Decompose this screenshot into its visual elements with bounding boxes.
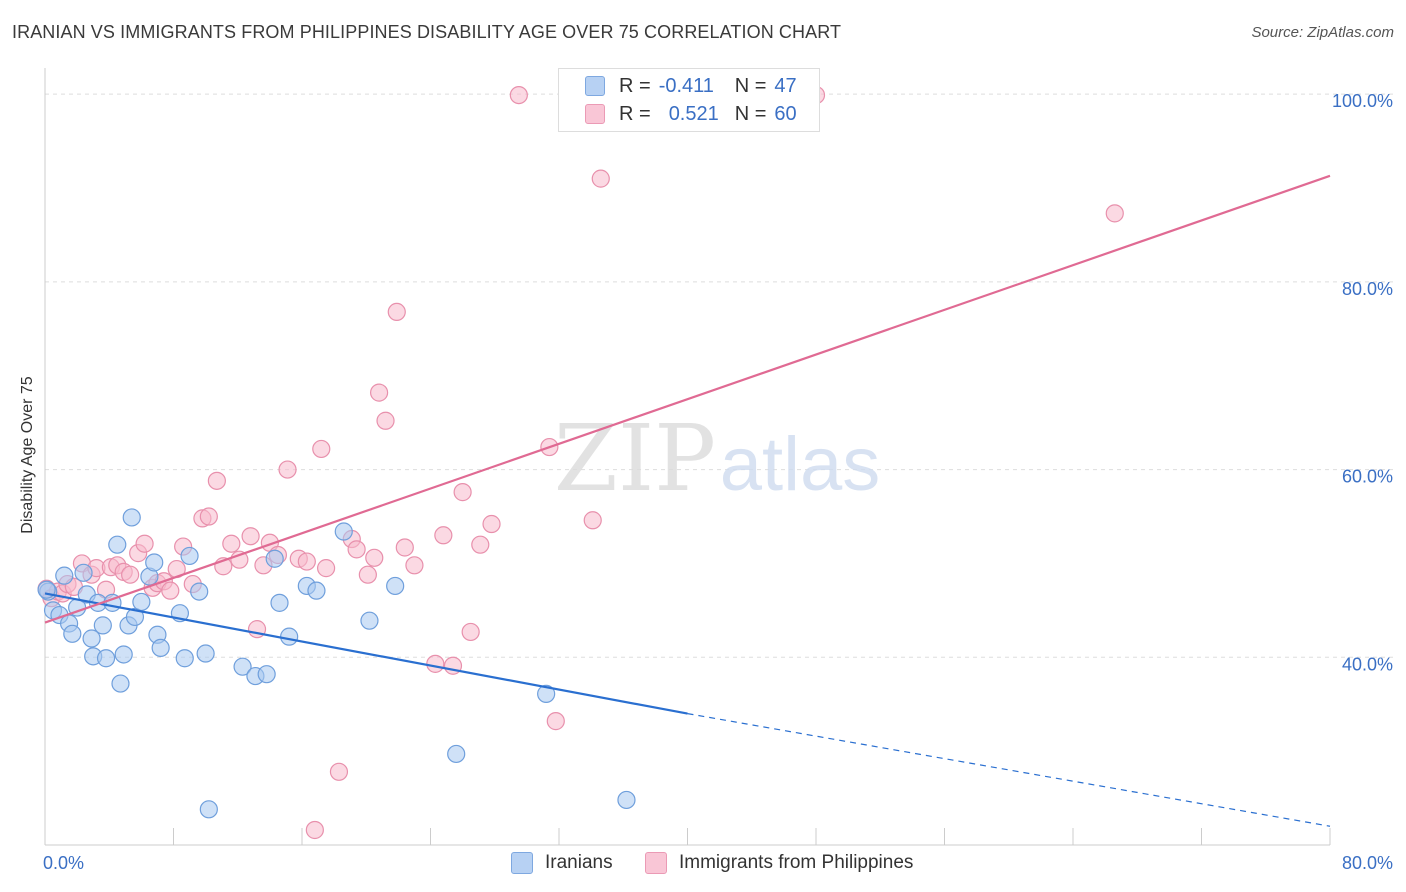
bottom-legend-philippines: Immigrants from Philippines xyxy=(645,852,913,874)
data-point-philippines xyxy=(135,534,154,553)
data-point-iranians xyxy=(108,535,127,554)
data-point-iranians xyxy=(360,611,379,630)
trend-line-iranians-extrapolated xyxy=(687,713,1331,827)
data-point-iranians xyxy=(96,649,116,668)
data-point-iranians xyxy=(180,546,199,566)
data-point-iranians xyxy=(257,665,276,684)
data-point-philippines xyxy=(405,556,424,575)
legend-box: R = -0.411 N = 47 R = 0.521 N = 60 xyxy=(558,68,820,132)
data-point-philippines xyxy=(370,383,389,402)
data-point-philippines xyxy=(434,526,453,545)
source-label: Source: ZipAtlas.com xyxy=(1251,24,1394,41)
data-point-philippines xyxy=(583,511,602,530)
data-point-philippines xyxy=(461,622,480,642)
data-point-iranians xyxy=(63,624,82,643)
data-point-iranians xyxy=(617,790,636,810)
y-tick-label: 60.0% xyxy=(1342,467,1393,487)
data-point-philippines xyxy=(471,535,490,554)
data-point-philippines xyxy=(121,565,140,584)
watermark-zip: ZIP xyxy=(554,405,716,512)
legend-r-value-iranians: -0.411 xyxy=(658,74,714,97)
watermark-atlas: atlas xyxy=(720,422,881,507)
data-point-iranians xyxy=(151,638,170,658)
data-point-philippines xyxy=(278,460,297,479)
chart-title: IRANIAN VS IMMIGRANTS FROM PHILIPPINES D… xyxy=(12,22,842,42)
data-point-philippines xyxy=(509,85,528,105)
legend-r-value-philippines: 0.521 xyxy=(668,102,719,125)
legend-n-label: N = xyxy=(734,74,767,97)
x-tick-label: 80.0% xyxy=(1342,853,1393,873)
data-point-iranians xyxy=(74,563,93,582)
bottom-legend-swatch-philippines xyxy=(645,852,667,874)
data-point-philippines xyxy=(376,411,395,430)
data-point-iranians xyxy=(447,744,466,764)
data-point-philippines xyxy=(161,581,180,600)
data-point-iranians xyxy=(175,649,194,668)
data-point-philippines xyxy=(387,302,406,322)
data-point-iranians xyxy=(265,549,284,568)
data-point-philippines xyxy=(591,169,610,188)
legend-r-label: R = xyxy=(619,74,651,97)
data-point-iranians xyxy=(307,581,326,600)
data-point-iranians xyxy=(537,684,556,703)
data-point-iranians xyxy=(190,582,209,601)
legend-n-value-iranians: 47 xyxy=(774,74,797,97)
bottom-legend: Iranians Immigrants from Philippines xyxy=(0,852,1406,878)
data-point-philippines xyxy=(316,559,336,578)
bottom-legend-label-iranians: Iranians xyxy=(545,852,613,873)
data-point-iranians xyxy=(233,657,252,676)
data-point-philippines xyxy=(453,483,472,502)
data-point-philippines xyxy=(297,552,316,571)
data-point-iranians xyxy=(114,645,133,664)
data-point-iranians xyxy=(196,644,215,663)
data-point-philippines xyxy=(222,534,241,553)
data-point-philippines xyxy=(241,527,260,546)
data-point-iranians xyxy=(334,522,353,541)
data-point-philippines xyxy=(312,439,331,459)
legend-n-label: N = xyxy=(734,102,767,125)
x-tick-label: 0.0% xyxy=(43,853,84,873)
data-point-iranians xyxy=(122,508,141,527)
data-point-philippines xyxy=(395,538,414,557)
data-point-iranians xyxy=(132,592,151,612)
bottom-legend-iranians: Iranians xyxy=(511,852,613,874)
data-point-philippines xyxy=(347,540,366,559)
data-point-philippines xyxy=(426,654,445,673)
data-point-iranians xyxy=(93,616,112,635)
trend-line-iranians xyxy=(44,592,688,715)
data-point-iranians xyxy=(145,553,164,572)
data-point-philippines xyxy=(365,548,384,567)
data-point-philippines xyxy=(207,471,226,490)
legend-n-value-philippines: 60 xyxy=(774,102,797,125)
legend-row-iranians: R = -0.411 N = 47 xyxy=(585,72,797,100)
data-point-philippines xyxy=(1105,204,1124,223)
legend-swatch-iranians xyxy=(585,76,605,96)
data-point-philippines xyxy=(329,762,349,781)
data-point-iranians xyxy=(386,576,405,596)
data-point-iranians xyxy=(82,629,101,648)
data-point-iranians xyxy=(199,800,218,819)
data-point-philippines xyxy=(305,820,324,840)
data-point-philippines xyxy=(199,507,218,526)
data-point-iranians xyxy=(111,674,130,693)
data-point-philippines xyxy=(482,514,501,534)
data-point-philippines xyxy=(546,712,565,731)
legend-row-philippines: R = 0.521 N = 60 xyxy=(585,100,797,128)
y-tick-label: 40.0% xyxy=(1342,654,1393,674)
y-tick-label: 80.0% xyxy=(1342,279,1393,299)
trend-line-philippines xyxy=(44,174,1331,624)
data-point-iranians xyxy=(55,566,74,585)
data-point-philippines xyxy=(358,565,377,584)
data-point-iranians xyxy=(270,593,289,612)
data-point-iranians xyxy=(125,607,145,627)
bottom-legend-label-philippines: Immigrants from Philippines xyxy=(679,852,914,873)
y-tick-label: 100.0% xyxy=(1332,91,1393,111)
data-point-iranians xyxy=(280,627,299,646)
legend-r-label: R = xyxy=(619,102,651,125)
legend-swatch-philippines xyxy=(585,104,605,124)
bottom-legend-swatch-iranians xyxy=(511,852,533,874)
